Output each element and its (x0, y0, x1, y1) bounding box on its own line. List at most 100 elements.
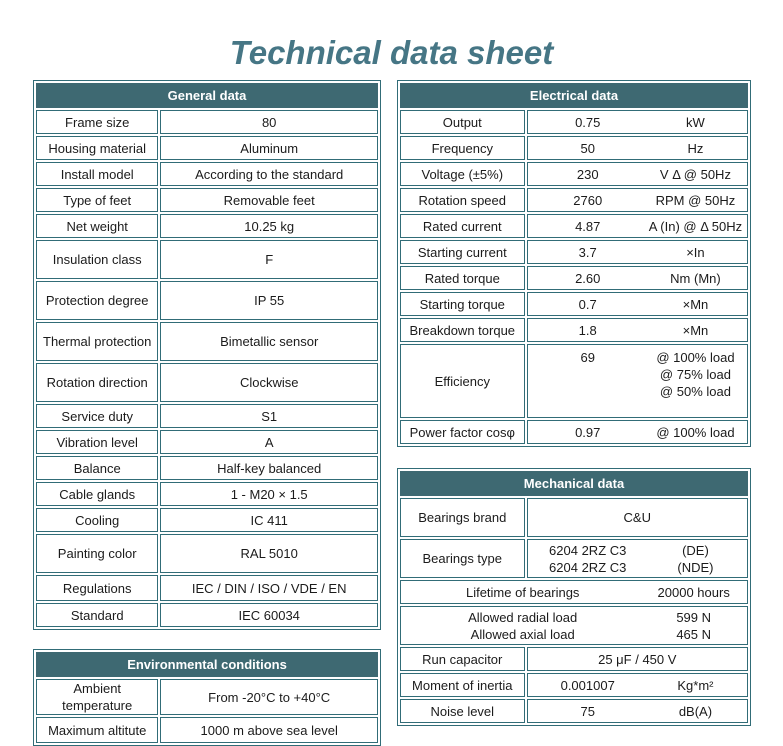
row-label: Ambient temperature (36, 679, 159, 715)
table-row: Housing material Aluminum (36, 136, 378, 160)
table-row: Efficiency 69 @ 100% load @ 75% load @ 50% l… (400, 344, 748, 418)
row-value: 1.8 (530, 322, 646, 339)
table-row: Noise level 75 dB(A) (400, 699, 748, 723)
row-value: Half-key balanced (160, 456, 378, 480)
row-label: Housing material (36, 136, 159, 160)
row-value: 6204 2RZ C3 6204 2RZ C3 (530, 542, 646, 576)
row-value-cell: 75 dB(A) (526, 699, 748, 723)
row-label: Bearings type (400, 539, 525, 578)
row-split: 6204 2RZ C3 6204 2RZ C3 (DE) (NDE) (530, 542, 745, 576)
row-value: C&U (526, 498, 748, 537)
row-value-cell: 1.8 ×Mn (526, 318, 748, 342)
row-value: According to the standard (160, 162, 378, 186)
cell-line: 0.7 (578, 296, 597, 312)
row-value-cell: 0.001007 Kg*m² (526, 673, 748, 697)
row-value: F (160, 240, 378, 279)
table-row: Regulations IEC / DIN / ISO / VDE / EN (36, 575, 378, 601)
row-split: 3.7 ×In (530, 244, 745, 261)
row-unit: V Δ @ 50Hz (646, 166, 745, 183)
row-value: IEC 60034 (160, 603, 378, 627)
row-value: IC 411 (160, 508, 378, 532)
cell-line: 4.87 (575, 218, 601, 234)
row-label: Efficiency (400, 344, 525, 418)
cell-line: 6204 2RZ C3 (549, 559, 627, 575)
row-split: 1.8 ×Mn (530, 322, 745, 339)
cell-line: 50 (580, 140, 595, 156)
row-value-cell: 4.87 A (In) @ Δ 50Hz (526, 214, 748, 238)
table-row: Rated torque 2.60 Nm (Mn) (400, 266, 748, 290)
row-value: 4.87 (530, 218, 646, 235)
table-header-row: Electrical data (400, 83, 748, 108)
row-value: S1 (160, 404, 378, 428)
row-label: Noise level (400, 699, 525, 723)
row-unit: dB(A) (646, 703, 745, 720)
row-label: Balance (36, 456, 159, 480)
cell-line: 20000 hours (657, 584, 730, 600)
cell-line: Allowed axial load (470, 626, 575, 642)
row-label: Standard (36, 603, 159, 627)
table-row: Voltage (±5%) 230 V Δ @ 50Hz (400, 162, 748, 186)
cell-line: ×Mn (682, 322, 709, 338)
table-header-row: General data (36, 83, 378, 108)
row-label: Rotation direction (36, 363, 159, 402)
row-unit: kW (646, 114, 745, 131)
row-label: Lifetime of bearings (403, 584, 642, 601)
electrical-header: Electrical data (400, 83, 748, 108)
general-data-section: General data Frame size 80 Housing material… (33, 80, 381, 630)
page-title: Technical data sheet (229, 34, 554, 72)
row-split: 4.87 A (In) @ Δ 50Hz (530, 218, 745, 235)
mechanical-header: Mechanical data (400, 471, 748, 496)
row-value: 2.60 (530, 270, 646, 287)
cell-line: @ 75% load (659, 367, 731, 382)
row-split: Lifetime of bearings 20000 hours (403, 584, 745, 601)
cell-line: 3.7 (578, 244, 597, 260)
row-value: Clockwise (160, 363, 378, 402)
table-row: Type of feet Removable feet (36, 188, 378, 212)
row-value: 0.75 (530, 114, 646, 131)
table-row: Painting color RAL 5010 (36, 534, 378, 573)
row-split: Allowed radial load Allowed axial load 599… (403, 609, 745, 643)
row-value-cell: 3.7 ×In (526, 240, 748, 264)
row-split: 0.75 kW (530, 114, 745, 131)
row-label: Allowed radial load Allowed axial load (403, 609, 642, 643)
table-row: Ambient temperature From -20°C to +40°C (36, 679, 378, 715)
table-row: Power factor cosφ 0.97 @ 100% load (400, 420, 748, 444)
row-split: 2760 RPM @ 50Hz (530, 192, 745, 209)
row-value: RAL 5010 (160, 534, 378, 573)
table-row: Run capacitor 25 μF / 450 V (400, 647, 748, 671)
environmental-header: Environmental conditions (36, 652, 378, 677)
table-row: Cable glands 1 - M20 × 1.5 (36, 482, 378, 506)
row-label: Type of feet (36, 188, 159, 212)
environmental-conditions-section: Environmental conditions Ambient temperat… (33, 649, 381, 746)
cell-line: 75 (580, 703, 595, 719)
mechanical-table: Mechanical data Bearings brand C&U Bearings… (397, 468, 751, 726)
row-value: 10.25 kg (160, 214, 378, 238)
row-split: 2.60 Nm (Mn) (530, 270, 745, 287)
row-value-cell: 0.7 ×Mn (526, 292, 748, 316)
row-label: Output (400, 110, 525, 134)
row-value: 1000 m above sea level (160, 717, 378, 743)
row-label: Power factor cosφ (400, 420, 525, 444)
row-label: Frequency (400, 136, 525, 160)
table-row: Moment of inertia 0.001007 Kg*m² (400, 673, 748, 697)
row-label: Protection degree (36, 281, 159, 320)
row-unit: ×Mn (646, 322, 745, 339)
row-unit: Hz (646, 140, 745, 157)
cell-line: 230 (576, 166, 599, 182)
row-value-cell: 230 V Δ @ 50Hz (526, 162, 748, 186)
row-value-cell: 50 Hz (526, 136, 748, 160)
row-unit: (DE) (NDE) (646, 542, 745, 576)
row-value: Bimetallic sensor (160, 322, 378, 361)
row-label: Insulation class (36, 240, 159, 279)
row-split: 0.7 ×Mn (530, 296, 745, 313)
row-split: 0.97 @ 100% load (530, 424, 745, 441)
table-row: Cooling IC 411 (36, 508, 378, 532)
row-value: A (160, 430, 378, 454)
table-row: Starting current 3.7 ×In (400, 240, 748, 264)
row-unit: Nm (Mn) (646, 270, 745, 287)
row-value: 2760 (530, 192, 646, 209)
table-row: Standard IEC 60034 (36, 603, 378, 627)
row-value: Aluminum (160, 136, 378, 160)
row-unit: RPM @ 50Hz (646, 192, 745, 209)
cell-line: 69 (580, 350, 595, 365)
